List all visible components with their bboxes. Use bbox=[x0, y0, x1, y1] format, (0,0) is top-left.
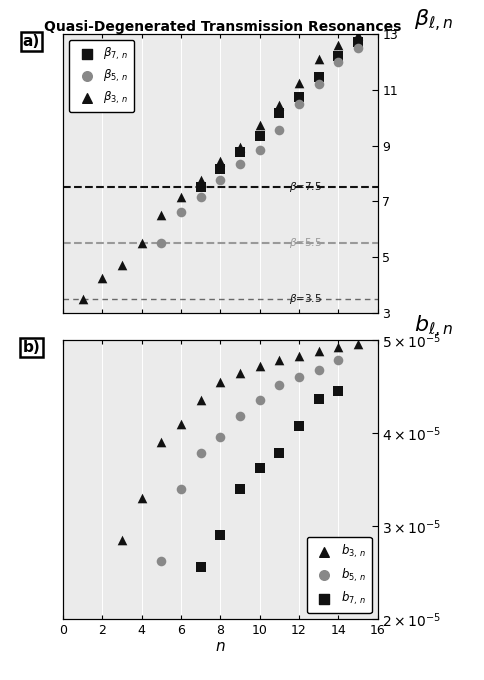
Text: $\beta$=3.5: $\beta$=3.5 bbox=[289, 292, 322, 306]
Point bbox=[334, 39, 342, 50]
Point bbox=[295, 91, 303, 102]
Point bbox=[236, 158, 244, 169]
Point bbox=[197, 561, 204, 572]
Point bbox=[157, 209, 165, 220]
Point bbox=[79, 293, 87, 304]
Point bbox=[275, 379, 283, 390]
Point bbox=[256, 131, 263, 141]
Point bbox=[236, 367, 244, 378]
Point bbox=[98, 273, 106, 284]
Point bbox=[197, 395, 204, 406]
Point bbox=[256, 144, 263, 155]
Point bbox=[295, 372, 303, 383]
Point bbox=[295, 78, 303, 88]
Point bbox=[216, 164, 224, 175]
Point bbox=[197, 448, 204, 459]
Y-axis label: $b_{\ell,n}$: $b_{\ell,n}$ bbox=[414, 313, 454, 340]
Point bbox=[275, 124, 283, 135]
Point bbox=[216, 156, 224, 167]
Point bbox=[295, 350, 303, 361]
Text: Quasi-Degenerated Transmission Resonances: Quasi-Degenerated Transmission Resonance… bbox=[44, 20, 401, 35]
Legend: $\beta_{7,\,n}$, $\beta_{5,\,n}$, $\beta_{3,\,n}$: $\beta_{7,\,n}$, $\beta_{5,\,n}$, $\beta… bbox=[69, 40, 134, 112]
Point bbox=[275, 108, 283, 119]
Point bbox=[118, 260, 126, 271]
Point bbox=[236, 147, 244, 158]
Point bbox=[256, 395, 263, 406]
Point bbox=[295, 421, 303, 432]
Point bbox=[354, 43, 362, 54]
Point bbox=[256, 360, 263, 371]
Text: a): a) bbox=[23, 34, 40, 49]
Point bbox=[157, 437, 165, 447]
Point bbox=[177, 207, 185, 218]
Text: b): b) bbox=[23, 340, 40, 355]
Point bbox=[197, 182, 204, 193]
Point bbox=[315, 345, 322, 356]
Point bbox=[275, 448, 283, 459]
Point bbox=[216, 377, 224, 388]
Point bbox=[118, 534, 126, 545]
Point bbox=[256, 463, 263, 474]
Point bbox=[137, 492, 145, 503]
Point bbox=[177, 418, 185, 429]
Point bbox=[334, 355, 342, 366]
Point bbox=[354, 338, 362, 349]
Point bbox=[334, 386, 342, 396]
Y-axis label: $\beta_{\ell,n}$: $\beta_{\ell,n}$ bbox=[414, 7, 454, 34]
Point bbox=[236, 411, 244, 422]
Point bbox=[334, 342, 342, 353]
Point bbox=[275, 100, 283, 111]
Point bbox=[157, 556, 165, 566]
Point bbox=[334, 56, 342, 67]
Point bbox=[157, 237, 165, 248]
Point bbox=[354, 30, 362, 41]
Point bbox=[197, 175, 204, 186]
Point bbox=[197, 192, 204, 203]
Text: $\beta$=7.5: $\beta$=7.5 bbox=[289, 180, 322, 194]
Point bbox=[236, 141, 244, 152]
Point bbox=[137, 237, 145, 248]
Point bbox=[315, 364, 322, 375]
Text: $\beta$=5.5: $\beta$=5.5 bbox=[289, 236, 322, 250]
X-axis label: $n$: $n$ bbox=[215, 639, 226, 654]
Point bbox=[315, 54, 322, 65]
Point bbox=[334, 51, 342, 62]
Point bbox=[256, 119, 263, 130]
Point bbox=[295, 99, 303, 109]
Point bbox=[275, 355, 283, 366]
Legend: $b_{3,\,n}$, $b_{5,\,n}$, $b_{7,\,n}$: $b_{3,\,n}$, $b_{5,\,n}$, $b_{7,\,n}$ bbox=[306, 537, 372, 613]
Point bbox=[236, 483, 244, 494]
Point bbox=[177, 192, 185, 203]
Point bbox=[354, 37, 362, 48]
Point bbox=[315, 79, 322, 90]
Point bbox=[216, 431, 224, 442]
Point bbox=[315, 72, 322, 83]
Point bbox=[315, 393, 322, 404]
Point bbox=[216, 175, 224, 186]
Point bbox=[216, 530, 224, 541]
Point bbox=[177, 483, 185, 494]
